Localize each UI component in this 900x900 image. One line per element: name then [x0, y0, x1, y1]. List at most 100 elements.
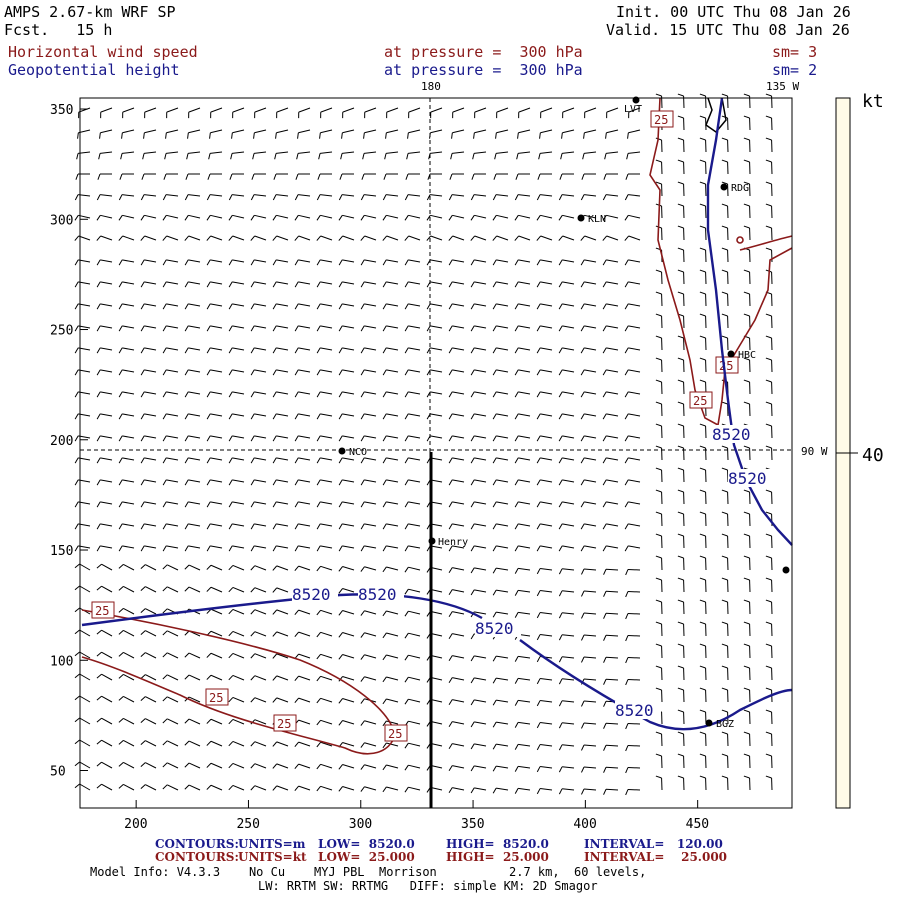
wind-barb-flag: [294, 303, 299, 310]
wind-barb-flag: [699, 753, 706, 757]
wind-barb-flag: [96, 563, 102, 569]
wind-barb: [496, 194, 509, 197]
speed-label: 25: [719, 359, 733, 373]
wind-barb-flag: [74, 479, 79, 486]
wind-barb: [408, 107, 421, 113]
wind-barb-flag: [580, 545, 585, 552]
wind-barb-flag: [118, 674, 124, 679]
wind-barb-flag: [405, 173, 409, 180]
wind-barb-flag: [765, 423, 772, 427]
wind-barb: [276, 235, 289, 241]
wind-barb-flag: [699, 687, 706, 691]
wind-barb-flag: [603, 701, 607, 707]
wind-barb: [606, 523, 619, 527]
wind-barb-flag: [74, 215, 79, 221]
wind-barb: [320, 785, 333, 791]
wind-barb-flag: [294, 215, 299, 221]
wind-barb: [188, 762, 201, 769]
wind-barb: [540, 788, 553, 791]
wind-barb: [210, 214, 223, 219]
wind-barb-flag: [516, 153, 519, 160]
wind-barb: [188, 545, 201, 549]
wind-barb-flag: [765, 753, 772, 757]
wind-barb: [232, 784, 245, 791]
wind-barb-flag: [677, 753, 684, 757]
wind-barb-flag: [624, 457, 629, 464]
wind-barb-flag: [655, 753, 662, 757]
wind-barb: [518, 413, 531, 417]
wind-barb: [298, 281, 311, 285]
contour1-low: LOW= 8520.0: [318, 837, 415, 851]
wind-barb-flag: [140, 564, 146, 570]
wind-barb: [100, 129, 113, 134]
wind-barb-flag: [492, 479, 497, 486]
wind-barb-flag: [228, 609, 234, 615]
wind-barb: [342, 501, 355, 505]
wind-barb-flag: [142, 153, 145, 160]
wind-barb: [276, 325, 289, 329]
wind-barb: [232, 479, 245, 483]
wind-barb-flag: [765, 115, 772, 119]
wind-barb-flag: [602, 281, 607, 288]
wind-barb: [298, 194, 311, 197]
wind-barb-flag: [404, 479, 409, 486]
wind-barb-flag: [448, 303, 453, 310]
wind-barb: [430, 235, 443, 241]
wind-barb: [496, 611, 509, 615]
wind-barb-flag: [96, 651, 102, 657]
wind-barb: [232, 696, 245, 703]
wind-barb-flag: [360, 742, 365, 748]
wind-barb: [562, 347, 575, 351]
wind-barb: [386, 501, 399, 505]
wind-barb: [496, 303, 509, 307]
wind-barb-flag: [338, 435, 343, 442]
wind-barb: [144, 391, 157, 395]
wind-barb: [408, 259, 421, 263]
wind-barb-flag: [250, 501, 255, 508]
wind-barb-flag: [162, 718, 168, 724]
speed-label: 25: [693, 394, 707, 408]
wind-barb-flag: [250, 587, 256, 593]
wind-barb: [518, 501, 531, 505]
wind-barb-flag: [492, 303, 497, 310]
wind-barb-flag: [360, 369, 365, 376]
wind-barb: [386, 676, 399, 681]
wind-barb-flag: [470, 523, 475, 530]
wind-barb-flag: [360, 325, 365, 332]
wind-barb-flag: [580, 235, 586, 241]
wind-barb-flag: [721, 687, 728, 691]
wind-barb-flag: [655, 291, 662, 295]
wind-barb: [408, 435, 421, 439]
wind-barb: [518, 457, 531, 461]
wind-barb-flag: [470, 765, 475, 772]
wind-barb-flag: [558, 722, 563, 729]
wind-barb: [254, 523, 267, 527]
wind-barb-flag: [536, 347, 541, 354]
wind-barb: [276, 501, 289, 505]
wind-barb-flag: [360, 654, 365, 660]
wind-barb: [276, 347, 289, 351]
wind-barb: [342, 588, 355, 593]
wind-barb: [320, 435, 333, 439]
wind-barb: [540, 744, 553, 747]
wind-barb-flag: [338, 194, 343, 201]
wind-barb: [320, 369, 333, 373]
wind-barb-flag: [743, 643, 750, 647]
wind-barb-flag: [360, 457, 365, 464]
wind-barb-flag: [624, 435, 629, 442]
wind-barb-flag: [404, 523, 409, 530]
wind-barb: [210, 325, 223, 329]
wind-barb: [408, 676, 421, 681]
wind-barb-flag: [583, 132, 585, 139]
wind-barb: [496, 501, 509, 505]
wind-barb-flag: [338, 588, 343, 594]
wind-barb-flag: [316, 741, 321, 748]
wind-barb: [364, 742, 377, 747]
wind-barb-flag: [743, 93, 750, 97]
wind-barb-flag: [492, 787, 497, 794]
wind-barb-flag: [625, 657, 629, 664]
wind-barb-flag: [338, 347, 343, 354]
wind-barb: [144, 479, 157, 483]
wind-barb: [386, 325, 399, 329]
wind-barb: [144, 523, 157, 527]
